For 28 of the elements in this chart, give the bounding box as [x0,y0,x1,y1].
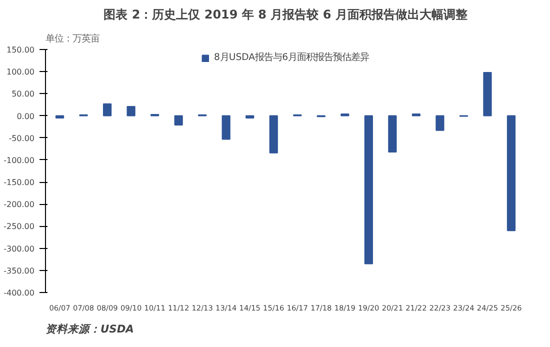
bar [483,72,492,116]
bar [269,115,278,154]
y-tick-label: -400.00 [4,288,35,298]
y-tick-label: -300.00 [4,244,35,254]
chart-subtitle: 单位：万英亩 [46,34,100,44]
bar [222,115,230,140]
y-tick-label: 150.00 [6,46,35,54]
y-tick-label: -100.00 [4,156,35,165]
y-tick-label: -150.00 [4,178,35,188]
y-tick-label: -50.00 [8,134,35,143]
bar [506,115,516,232]
bar [126,106,136,116]
y-tick-label: -250.00 [4,222,35,232]
bar [364,115,373,264]
y-tick-label: -200.00 [4,200,35,210]
chart-title: 图表 2：历史上仅 2019 年 8 月报告较 6 月面积报告做出大幅调整 [104,8,468,22]
y-tick-label: 0.00 [16,112,34,121]
bar [55,115,64,118]
bar [246,115,254,118]
legend-label: 8月USDA报告与6月面积报告预估差异 [214,51,370,64]
bar [388,115,397,152]
text: 资料来源：USDA [46,322,134,336]
bar [436,115,444,131]
y-tick-label: 100.00 [6,68,35,77]
bar [174,115,183,126]
bar [102,103,112,116]
y-tick-label: -350.00 [4,266,35,276]
y-tick-label: 50.00 [12,90,35,99]
